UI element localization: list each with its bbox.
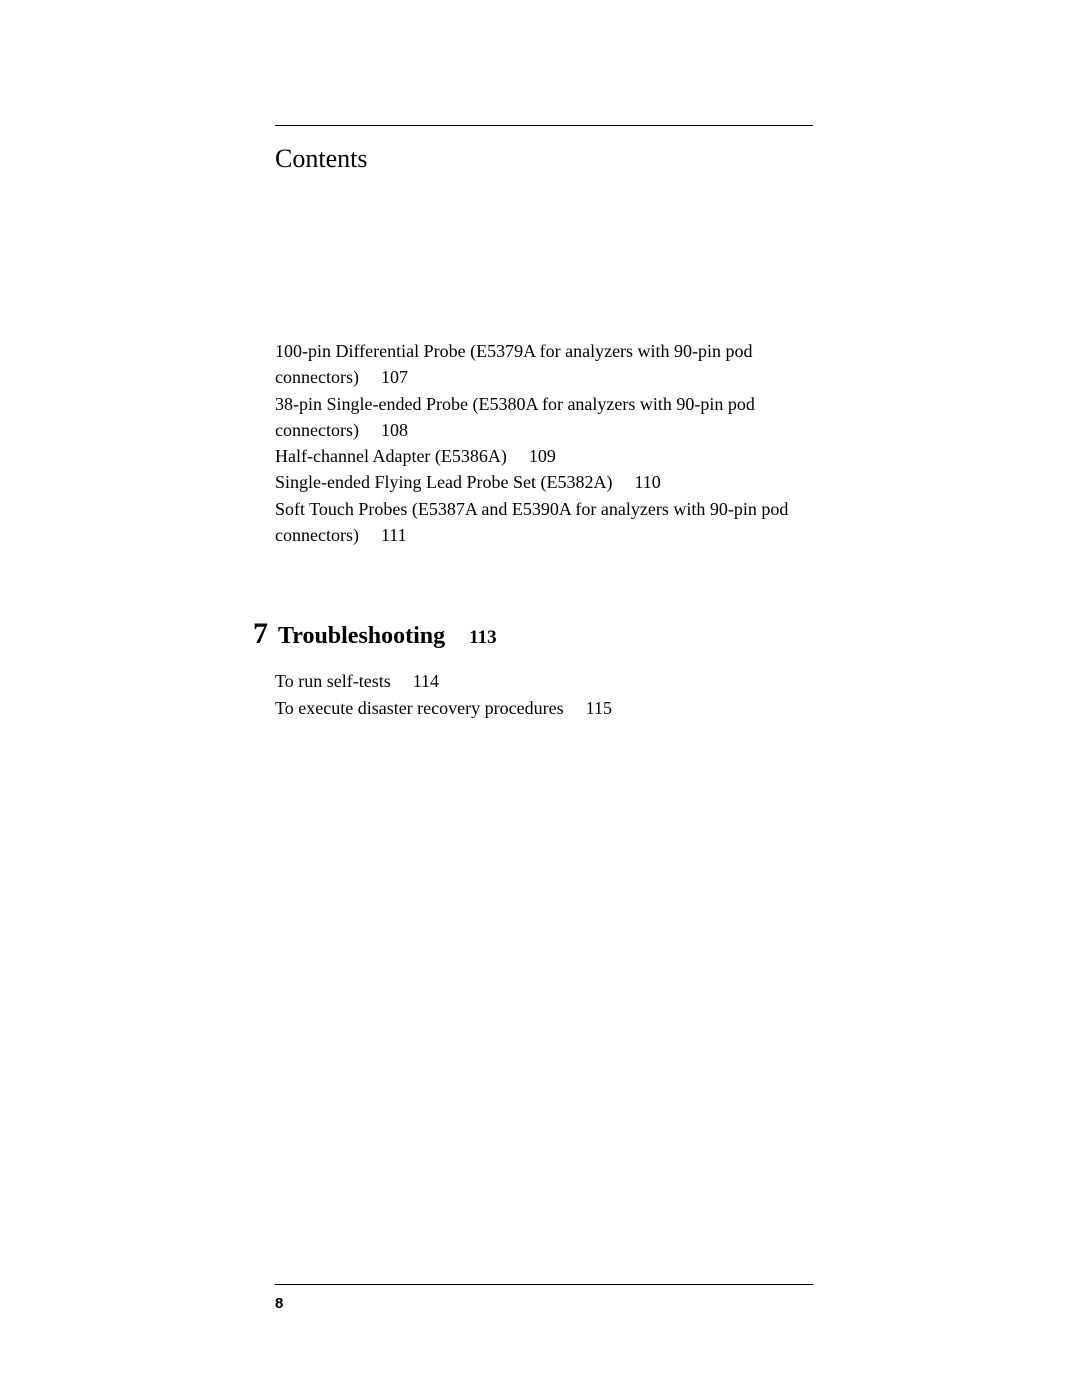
toc-line: connectors) 111 — [275, 523, 813, 547]
toc-line: Half-channel Adapter (E5386A) 109 — [275, 444, 813, 468]
toc-text: Single-ended Flying Lead Probe Set (E538… — [275, 472, 612, 492]
toc-text: To execute disaster recovery procedures — [275, 698, 564, 718]
toc-line: connectors) 107 — [275, 365, 813, 389]
toc-text: To run self-tests — [275, 671, 391, 691]
bottom-rule — [275, 1284, 813, 1285]
toc-line: 38-pin Single-ended Probe (E5380A for an… — [275, 392, 813, 416]
toc-page: 108 — [381, 420, 408, 440]
toc-page: 114 — [413, 671, 439, 691]
top-rule — [275, 125, 813, 126]
toc-line: To execute disaster recovery procedures 1… — [275, 696, 813, 720]
chapter-title: Troubleshooting — [278, 623, 445, 650]
toc-text: 100-pin Differential Probe (E5379A for a… — [275, 341, 753, 361]
toc-text: connectors) — [275, 420, 359, 440]
toc-text: 38-pin Single-ended Probe (E5380A for an… — [275, 394, 755, 414]
toc-text: connectors) — [275, 525, 359, 545]
toc-line: Soft Touch Probes (E5387A and E5390A for… — [275, 497, 813, 521]
contents-heading: Contents — [275, 144, 813, 174]
toc-line: To run self-tests 114 — [275, 669, 813, 693]
toc-page: 109 — [529, 446, 556, 466]
toc-line: connectors) 108 — [275, 418, 813, 442]
page-number: 8 — [275, 1295, 813, 1312]
toc-page: 110 — [634, 472, 660, 492]
toc-page: 111 — [381, 525, 407, 545]
toc-line: Single-ended Flying Lead Probe Set (E538… — [275, 470, 813, 494]
chapter-heading: 7 Troubleshooting 113 — [253, 617, 813, 651]
toc-text: Half-channel Adapter (E5386A) — [275, 446, 507, 466]
toc-block: 100-pin Differential Probe (E5379A for a… — [275, 339, 813, 547]
toc-line: 100-pin Differential Probe (E5379A for a… — [275, 339, 813, 363]
toc-text: connectors) — [275, 367, 359, 387]
toc-page: 107 — [381, 367, 408, 387]
toc-page: 115 — [586, 698, 612, 718]
toc-text: Soft Touch Probes (E5387A and E5390A for… — [275, 499, 788, 519]
chapter-subitems: To run self-tests 114 To execute disaster… — [275, 669, 813, 720]
chapter-number: 7 — [253, 617, 268, 651]
chapter-page: 113 — [469, 627, 496, 649]
page-footer: 8 — [275, 1284, 813, 1312]
